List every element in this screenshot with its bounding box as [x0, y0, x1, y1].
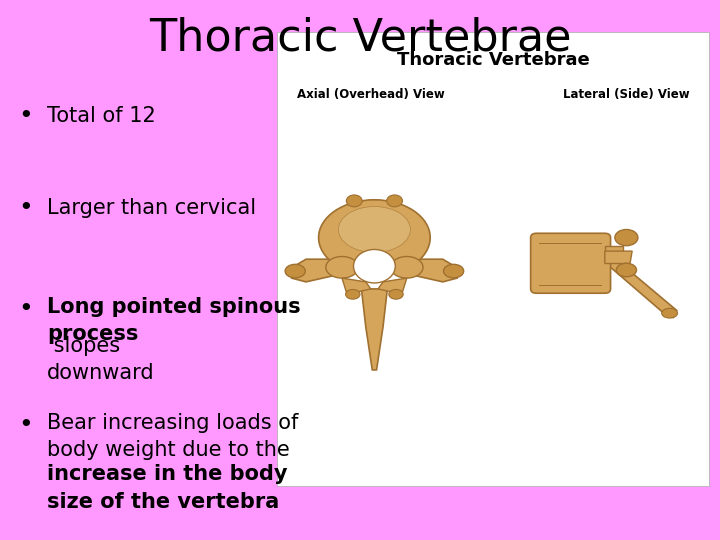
- Ellipse shape: [662, 308, 678, 318]
- Text: Thoracic Vertebrae: Thoracic Vertebrae: [397, 51, 590, 70]
- FancyBboxPatch shape: [531, 233, 611, 293]
- Ellipse shape: [346, 289, 360, 299]
- Text: •: •: [18, 104, 32, 128]
- Polygon shape: [414, 259, 457, 282]
- Ellipse shape: [444, 265, 464, 278]
- Text: Long pointed spinous
process: Long pointed spinous process: [47, 297, 300, 344]
- Ellipse shape: [387, 195, 402, 207]
- Ellipse shape: [616, 263, 636, 276]
- Polygon shape: [292, 259, 335, 282]
- Text: •: •: [18, 297, 32, 321]
- Text: Bear increasing loads of
body weight due to the: Bear increasing loads of body weight due…: [47, 413, 298, 460]
- Ellipse shape: [615, 230, 638, 246]
- Text: Axial (Overhead) View: Axial (Overhead) View: [297, 88, 445, 101]
- Text: Larger than cervical: Larger than cervical: [47, 198, 256, 218]
- Polygon shape: [605, 246, 623, 256]
- Text: increase in the body
size of the vertebra: increase in the body size of the vertebr…: [47, 464, 287, 511]
- Polygon shape: [378, 278, 407, 294]
- Text: Thoracic Vertebrae: Thoracic Vertebrae: [149, 16, 571, 59]
- Polygon shape: [361, 289, 387, 370]
- Text: Lateral (Side) View: Lateral (Side) View: [563, 88, 690, 101]
- Ellipse shape: [391, 256, 423, 278]
- Polygon shape: [342, 278, 371, 294]
- Polygon shape: [596, 248, 677, 318]
- Ellipse shape: [285, 265, 305, 278]
- Polygon shape: [605, 251, 632, 264]
- Ellipse shape: [325, 256, 359, 278]
- Ellipse shape: [319, 200, 431, 275]
- Text: •: •: [18, 413, 32, 437]
- Ellipse shape: [338, 206, 410, 252]
- Text: •: •: [18, 196, 32, 220]
- FancyBboxPatch shape: [277, 32, 709, 486]
- Text: Total of 12: Total of 12: [47, 106, 156, 126]
- Text: slopes
downward: slopes downward: [47, 336, 154, 383]
- Ellipse shape: [354, 249, 395, 283]
- Ellipse shape: [389, 289, 403, 299]
- Ellipse shape: [346, 195, 362, 207]
